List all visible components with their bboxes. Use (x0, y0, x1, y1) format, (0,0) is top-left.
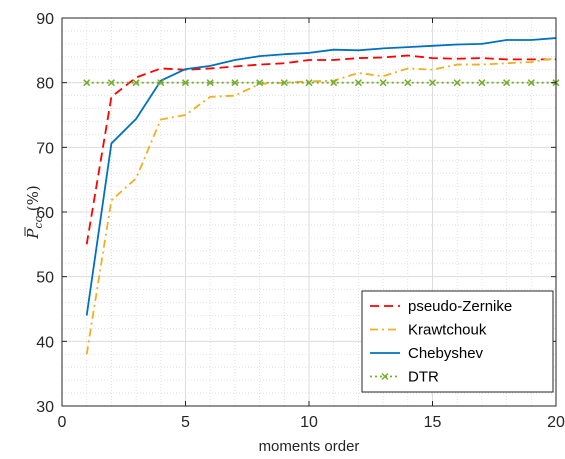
x-axis-label: moments order (259, 438, 360, 455)
data-point-dtr (453, 79, 461, 87)
legend-label-pseudo-zernike: pseudo-Zernike (408, 298, 512, 315)
data-point-dtr (83, 79, 91, 87)
y-tick-label: 60 (36, 205, 54, 222)
data-point-dtr (157, 79, 165, 87)
x-tick-label: 20 (547, 414, 565, 431)
data-point-dtr (181, 79, 190, 87)
legend-label-dtr: DTR (408, 369, 439, 386)
y-axis-label-subscript: cc (32, 216, 45, 228)
data-point-dtr (231, 79, 239, 87)
x-tick-label: 10 (300, 414, 318, 431)
x-tick-label: 5 (181, 414, 190, 431)
legend-label-chebyshev: Chebyshev (408, 345, 484, 362)
x-tick-label: 0 (58, 414, 67, 431)
data-point-dtr (428, 79, 437, 87)
data-point-dtr (354, 79, 362, 87)
series-line-pseudo-zernike (85, 54, 556, 245)
y-axis-label: Pcc (%) (24, 185, 45, 239)
series-krawtchouk (85, 57, 557, 355)
y-tick-label: 90 (36, 11, 54, 28)
series-pseudo-zernike (85, 54, 556, 245)
y-axis-label-unit: (%) (24, 185, 42, 211)
svg-text:Pcc(%): Pcc (%) (24, 185, 45, 239)
legend-marker-dtr (381, 372, 389, 381)
data-point-dtr (527, 79, 535, 87)
legend-label-krawtchouk: Krawtchouk (408, 322, 487, 339)
y-tick-label: 30 (36, 399, 54, 416)
data-point-dtr (478, 79, 486, 87)
series-chebyshev (85, 37, 557, 316)
data-point-dtr (330, 79, 338, 87)
legend-box (361, 290, 554, 393)
data-point-dtr (404, 79, 412, 87)
y-axis-label-symbol: P (24, 228, 42, 240)
data-point-dtr (305, 79, 313, 87)
x-tick-label: 15 (424, 414, 442, 431)
x-tick-labels: 0 5 10 15 20 (58, 414, 565, 431)
data-point-dtr (132, 79, 140, 87)
series-line-krawtchouk (85, 57, 557, 355)
series-layer (83, 37, 560, 355)
data-point-dtr (379, 79, 387, 87)
y-tick-label: 50 (36, 270, 54, 287)
data-point-dtr (206, 79, 214, 87)
data-point-dtr (256, 79, 264, 87)
data-point-dtr (503, 79, 511, 87)
y-tick-label: 70 (36, 140, 54, 157)
legend-entries: pseudo-Zernike Krawtchouk Chebyshev DTR (370, 298, 512, 386)
series-line-chebyshev (85, 37, 557, 316)
y-tick-labels: 30 40 50 60 70 80 90 (36, 11, 54, 416)
y-tick-label: 40 (36, 334, 54, 351)
legend: pseudo-Zernike Krawtchouk Chebyshev DTR (361, 290, 554, 393)
y-tick-label: 80 (36, 76, 54, 93)
series-dtr (83, 79, 560, 87)
data-point-dtr (280, 79, 288, 87)
data-point-dtr (107, 79, 115, 87)
